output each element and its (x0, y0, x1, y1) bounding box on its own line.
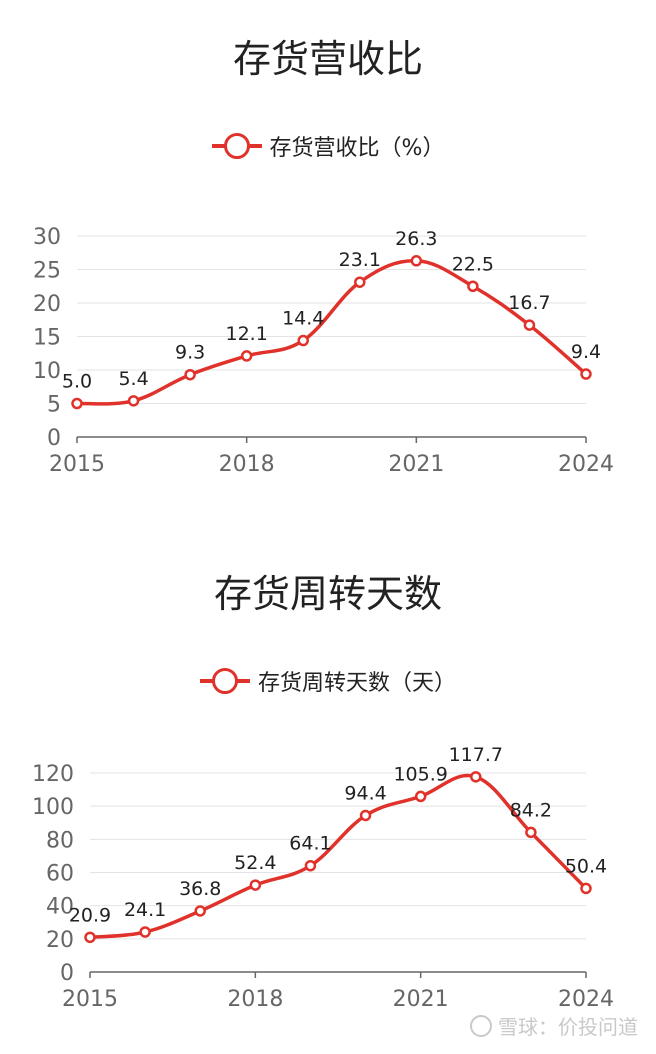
x-tick-label: 2021 (388, 452, 444, 477)
x-tick-label: 2024 (558, 987, 614, 1012)
legend-line-circle-icon (199, 668, 250, 694)
y-tick-label: 25 (33, 259, 61, 284)
data-label: 9.3 (175, 342, 205, 364)
data-label: 50.4 (565, 855, 607, 877)
y-tick-label: 0 (60, 961, 74, 986)
y-tick-label: 15 (33, 326, 61, 351)
y-tick-label: 100 (32, 795, 74, 820)
data-point[interactable] (139, 926, 151, 938)
x-tick-label: 2015 (49, 452, 105, 477)
data-point[interactable] (580, 368, 592, 380)
data-label: 5.0 (62, 371, 92, 393)
data-label: 36.8 (179, 878, 221, 900)
chart-title: 存货周转天数 (213, 572, 442, 616)
data-label: 105.9 (393, 763, 447, 785)
data-label: 24.1 (124, 899, 166, 921)
data-point[interactable] (304, 859, 317, 872)
x-tick-label: 2015 (62, 987, 118, 1012)
y-tick-label: 5 (47, 393, 61, 418)
data-point[interactable] (470, 771, 482, 783)
chart-inventory-revenue-ratio: 存货营收比 存货营收比（%） 0 5 10 15 20 25 30 2015 2018 2021 2… (0, 0, 656, 500)
x-tick-label: 2021 (393, 987, 449, 1012)
data-label: 26.3 (395, 228, 437, 250)
data-point[interactable] (410, 255, 423, 267)
data-point[interactable] (184, 368, 196, 381)
data-label: 20.9 (69, 904, 111, 926)
y-tick-label: 80 (46, 828, 74, 853)
data-point[interactable] (71, 397, 83, 410)
legend-line-circle-icon (211, 133, 262, 159)
chart-inventory-turnover-days: 存货周转天数 存货周转天数（天） 0 20 40 60 80 100 120 2015 2018… (0, 535, 656, 1054)
watermark: 雪球：价投问道 (470, 1011, 638, 1040)
series-line (76, 259, 588, 406)
data-label: 5.4 (118, 368, 148, 390)
data-point[interactable] (297, 334, 309, 347)
y-tick-label: 40 (46, 895, 74, 920)
chart-legend[interactable]: 存货周转天数（天） (0, 665, 656, 697)
data-point[interactable] (249, 879, 262, 891)
data-label: 117.7 (449, 744, 503, 766)
y-tick-label: 60 (46, 862, 74, 887)
data-point[interactable] (580, 882, 592, 895)
data-label: 12.1 (226, 323, 268, 345)
data-label: 16.7 (508, 292, 550, 314)
data-point[interactable] (467, 280, 479, 292)
line-chart-plot: 0 20 40 60 80 100 120 2015 2018 2021 2024 20.9 24.1 3… (32, 744, 614, 1012)
y-tick-label: 120 (32, 762, 74, 787)
data-label: 23.1 (339, 249, 381, 271)
data-point[interactable] (354, 276, 366, 288)
data-point[interactable] (359, 809, 372, 822)
data-label: 52.4 (234, 852, 276, 874)
data-label: 94.4 (344, 782, 386, 804)
series-line (89, 773, 588, 940)
chart-legend[interactable]: 存货营收比（%） (0, 130, 656, 162)
y-tick-label: 10 (33, 359, 61, 384)
x-tick-label: 2018 (227, 987, 283, 1012)
chart-title: 存货营收比 (232, 37, 423, 81)
x-tick-label: 2018 (219, 452, 275, 477)
data-point[interactable] (525, 826, 537, 839)
x-tick-label: 2024 (558, 452, 614, 477)
y-tick-label: 0 (47, 426, 61, 451)
data-label: 84.2 (510, 799, 552, 821)
y-tick-label: 20 (46, 928, 74, 953)
data-point[interactable] (194, 905, 206, 917)
data-label: 9.4 (571, 341, 601, 363)
data-label: 14.4 (282, 308, 324, 330)
data-point[interactable] (523, 319, 536, 331)
data-point[interactable] (240, 350, 253, 362)
watermark-text: 雪球：价投问道 (498, 1015, 638, 1039)
data-point[interactable] (127, 395, 140, 407)
y-tick-label: 30 (33, 225, 61, 250)
legend-label: 存货营收比（%） (269, 136, 445, 161)
data-label: 64.1 (289, 833, 331, 855)
data-label: 22.5 (452, 253, 494, 275)
line-chart-plot: 0 5 10 15 20 25 30 2015 2018 2021 2024 5.0 5.4 9.3 12.… (33, 225, 614, 477)
y-tick-label: 20 (33, 292, 61, 317)
snowball-logo-icon (470, 1014, 492, 1037)
data-point[interactable] (84, 931, 96, 944)
data-point[interactable] (414, 790, 427, 803)
legend-label: 存货周转天数（天） (257, 671, 456, 696)
